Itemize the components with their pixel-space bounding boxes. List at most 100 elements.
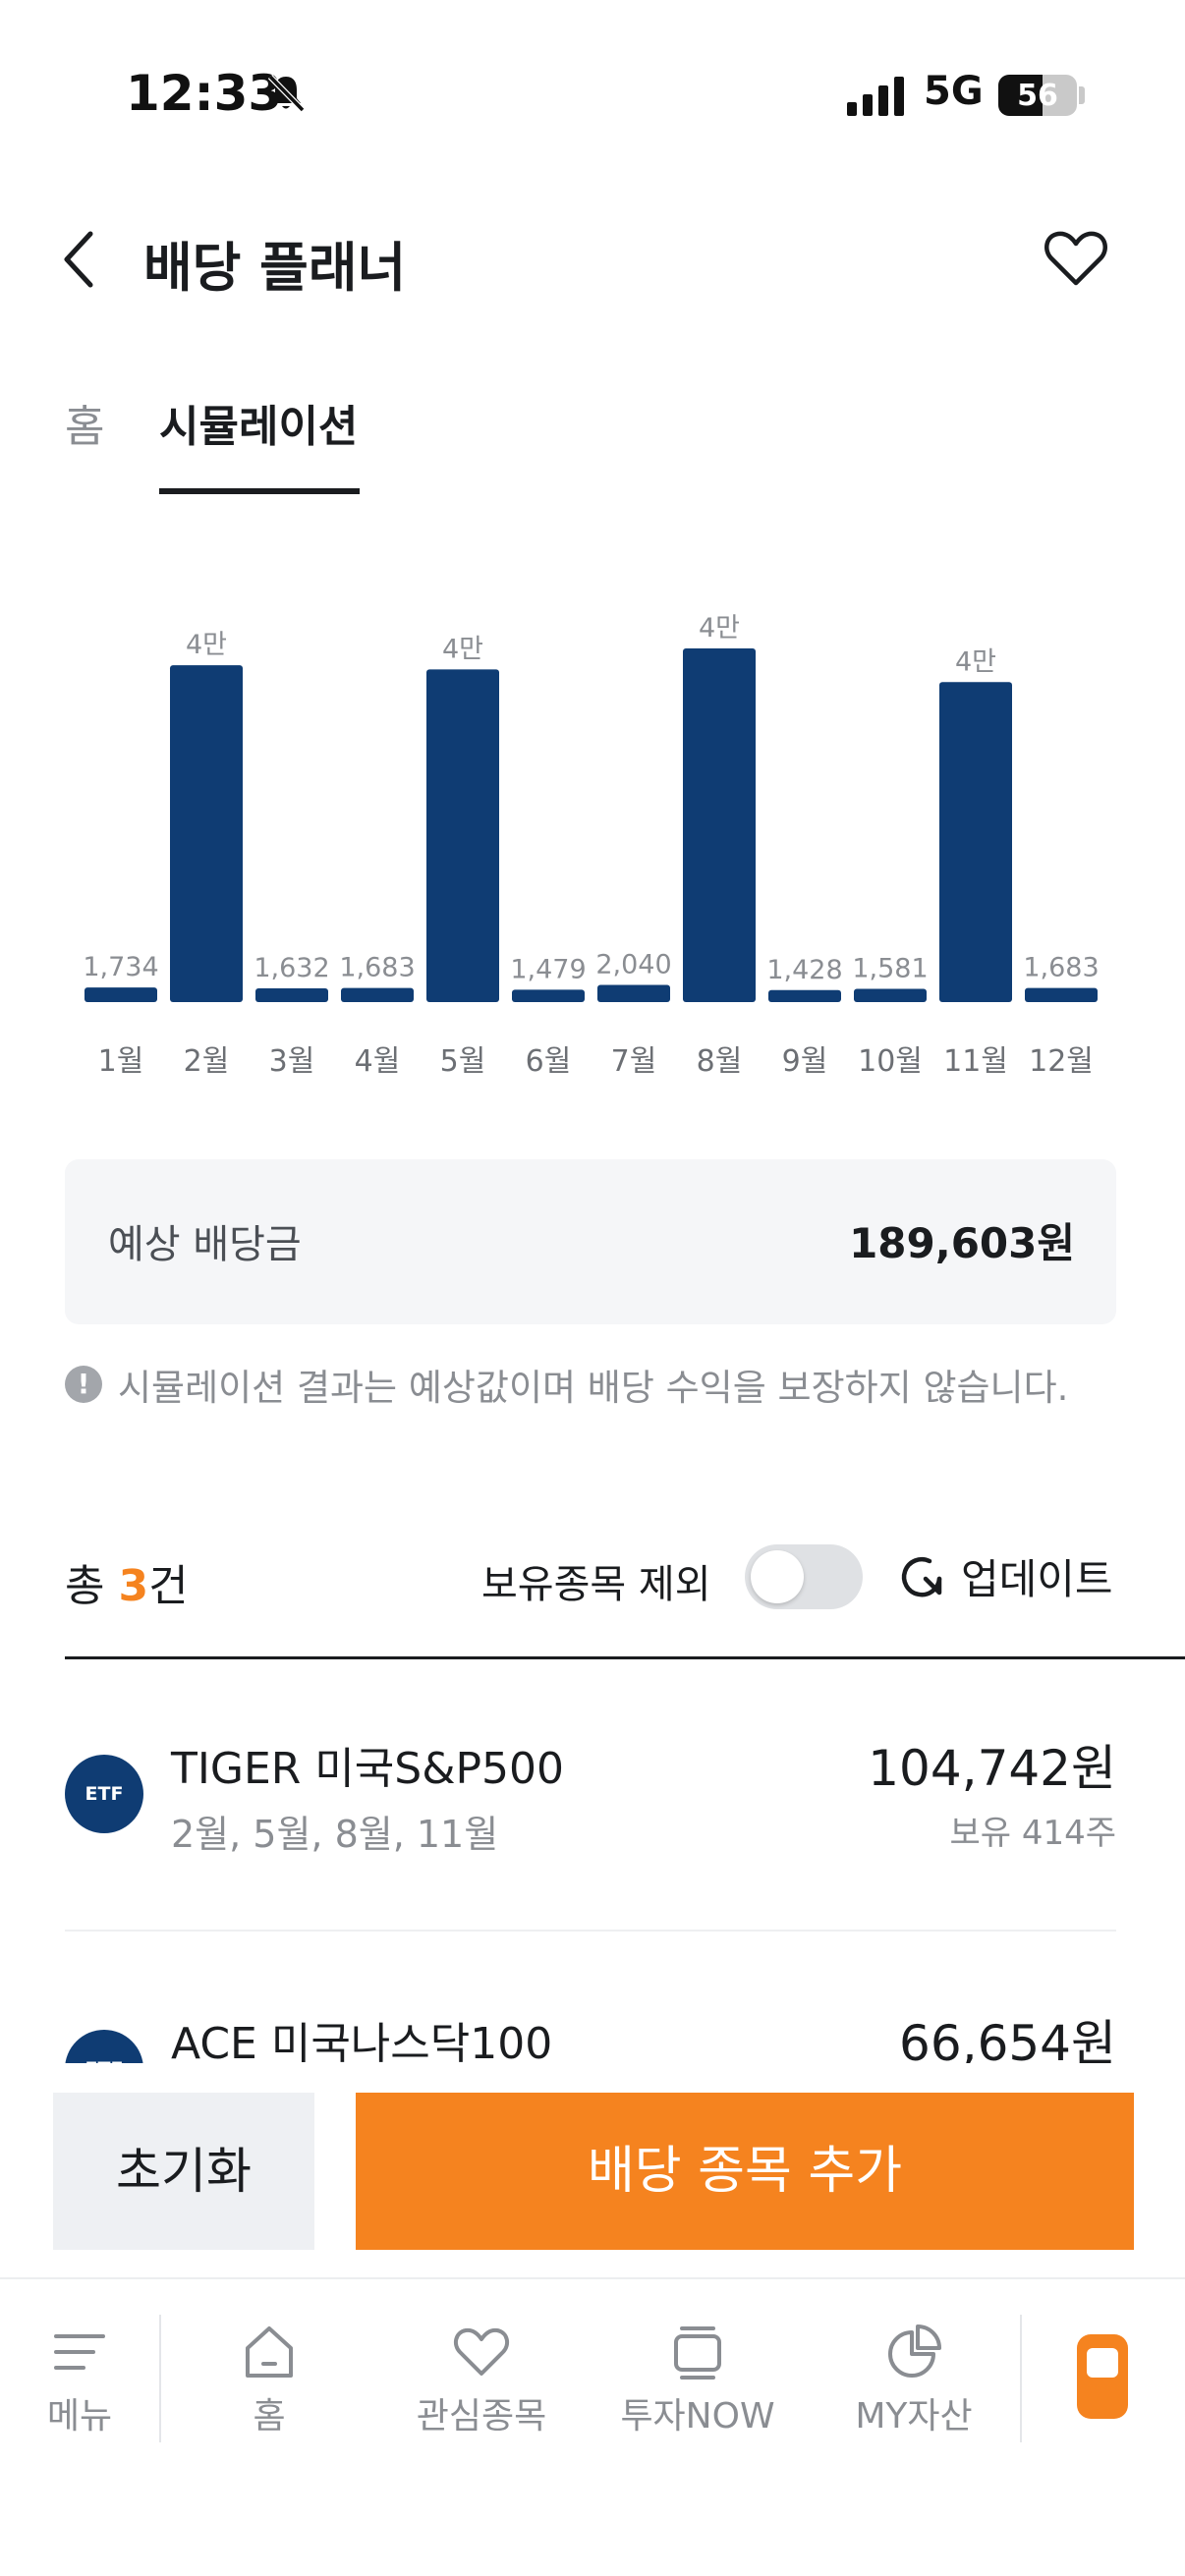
chart-data-label: 4만	[699, 613, 740, 644]
status-bar: 12:33 5G 56	[0, 0, 1185, 187]
chart-tick-label: 9월	[782, 1044, 828, 1079]
list-item[interactable]: ETF TIGER 미국S&P500 2월, 5월, 8월, 11월 104,7…	[65, 1690, 1116, 1886]
chart-tick-label: 2월	[184, 1044, 230, 1079]
heart-icon	[453, 2327, 510, 2376]
favorite-button[interactable]	[1042, 226, 1110, 291]
tab-simulation[interactable]: 시뮬레이션	[159, 402, 359, 452]
chart-bar	[854, 988, 927, 1002]
nav-separator	[159, 2315, 161, 2442]
pie-chart-icon	[888, 2324, 941, 2378]
chart-data-label: 1,734	[83, 952, 158, 982]
chart-bar	[255, 988, 328, 1002]
chart-bar	[341, 987, 414, 1002]
chart-tick-label: 5월	[440, 1044, 486, 1079]
update-label: 업데이트	[961, 1554, 1113, 1603]
home-icon	[246, 2326, 293, 2378]
count-number: 3	[118, 1561, 149, 1611]
chart-data-label: 4만	[442, 634, 483, 664]
chart-tick-label: 4월	[355, 1044, 401, 1079]
expected-dividend-label: 예상 배당금	[108, 1222, 302, 1267]
status-time: 12:33	[126, 65, 283, 122]
expected-dividend-box: 예상 배당금 189,603원	[65, 1159, 1116, 1324]
nav-watchlist[interactable]: 관심종목	[393, 2279, 570, 2515]
chart-bar	[683, 648, 756, 1002]
chart-tick-label: 7월	[611, 1044, 657, 1079]
network-type: 5G	[924, 69, 984, 114]
battery-level: 56	[1017, 79, 1058, 113]
item-name: ACE 미국나스닥100	[171, 2019, 553, 2069]
battery-cap	[1079, 86, 1085, 104]
nav-menu[interactable]: 메뉴	[0, 2279, 159, 2515]
chart-bar	[85, 987, 157, 1002]
heart-outline-icon	[1044, 231, 1107, 286]
item-name: TIGER 미국S&P500	[171, 1744, 565, 1794]
disclaimer: ! 시뮬레이션 결과는 예상값이며 배당 수익을 보장하지 않습니다.	[65, 1360, 1068, 1409]
toggle-knob	[751, 1550, 804, 1603]
chart-data-label: 1,428	[766, 955, 842, 985]
tab-active-indicator	[159, 488, 360, 494]
nav-invest-now[interactable]: 투자NOW	[609, 2279, 786, 2515]
signal-icon	[847, 77, 904, 116]
item-holding: 보유 414주	[949, 1814, 1116, 1853]
list-divider	[65, 1656, 1185, 1659]
chart-data-label: 1,683	[1023, 953, 1099, 983]
chevron-left-icon	[64, 231, 93, 288]
nav-separator	[1020, 2315, 1022, 2442]
item-amount: 104,742원	[868, 1740, 1116, 1797]
chart-bar	[512, 989, 585, 1002]
cards-icon	[674, 2326, 721, 2380]
chart-bar	[426, 669, 499, 1002]
update-button[interactable]: 업데이트	[896, 1546, 1113, 1605]
disclaimer-text: 시뮬레이션 결과는 예상값이며 배당 수익을 보장하지 않습니다.	[118, 1367, 1069, 1409]
nav-label: 메뉴	[46, 2396, 113, 2436]
back-button[interactable]	[51, 222, 110, 297]
chart-tick-label: 3월	[269, 1044, 315, 1079]
etf-badge-icon: ETF	[65, 1755, 143, 1833]
action-bar: 초기화 배당 종목 추가	[0, 2063, 1185, 2279]
chart-bar	[597, 984, 670, 1002]
chart-tick-label: 8월	[697, 1044, 743, 1079]
chart-bar	[1025, 987, 1098, 1002]
item-months: 2월, 5월, 8월, 11월	[171, 1813, 499, 1856]
exclamation-circle-icon: !	[65, 1366, 102, 1403]
chart-tick-label: 12월	[1029, 1044, 1094, 1079]
count-suffix: 건	[148, 1561, 189, 1611]
nav-label: MY자산	[855, 2396, 973, 2436]
exclude-holdings-toggle[interactable]	[745, 1544, 863, 1609]
chart-data-label: 1,581	[852, 953, 928, 983]
battery-icon: 56	[998, 75, 1077, 116]
bottom-nav: 메뉴 홈 관심종목 투자NOW MY자산	[0, 2277, 1185, 2576]
chart-bar	[170, 665, 243, 1002]
expected-dividend-value: 189,603원	[849, 1219, 1075, 1267]
chart-tick-label: 11월	[943, 1044, 1008, 1079]
chart-tick-label: 1월	[98, 1044, 144, 1079]
monthly-dividend-chart: 1,734 1월 4만 2월 1,632 3월 1,683 4월 4만 5월 1,479 6월 2,04…	[83, 613, 1099, 1079]
exclude-holdings-label: 보유종목 제외	[481, 1562, 711, 1607]
chart-tick-label: 10월	[858, 1044, 923, 1079]
nav-my-assets[interactable]: MY자산	[825, 2279, 1002, 2515]
chart-bar	[939, 682, 1012, 1002]
item-separator	[65, 1930, 1116, 1932]
tab-home[interactable]: 홈	[65, 402, 105, 452]
nav-label: 투자NOW	[620, 2396, 775, 2436]
chart-data-label: 2,040	[595, 950, 671, 980]
reset-button[interactable]: 초기화	[53, 2093, 314, 2250]
bell-muted-icon	[267, 74, 306, 113]
count-prefix: 총	[65, 1561, 119, 1611]
chart-data-label: 4만	[186, 630, 227, 660]
item-count: 총 3건	[65, 1550, 189, 1613]
chart-tick-label: 6월	[526, 1044, 572, 1079]
chart-data-label: 1,479	[510, 954, 586, 984]
chart-data-label: 1,632	[254, 953, 329, 983]
chart-data-label: 4만	[955, 646, 996, 677]
page-title: 배당 플래너	[143, 237, 407, 299]
nav-home[interactable]: 홈	[181, 2279, 358, 2515]
phone-screen	[1087, 2348, 1118, 2378]
nav-label: 홈	[253, 2396, 286, 2436]
nav-label: 관심종목	[416, 2396, 547, 2436]
chart-data-label: 1,683	[339, 953, 415, 983]
phone-shortcut-icon[interactable]	[1077, 2334, 1128, 2419]
menu-icon	[54, 2334, 105, 2370]
add-dividend-stock-button[interactable]: 배당 종목 추가	[356, 2093, 1134, 2250]
item-amount: 66,654원	[899, 2015, 1116, 2072]
